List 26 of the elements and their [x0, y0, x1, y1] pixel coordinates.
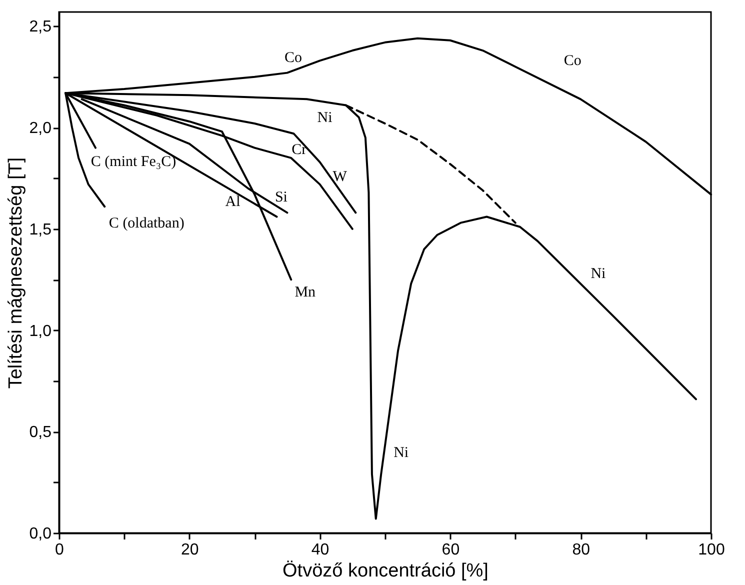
series-label: Cr [292, 142, 307, 158]
series-label: C (oldatban) [108, 216, 184, 232]
x-tick-label: 0 [55, 542, 64, 558]
x-tick-label: 80 [572, 542, 590, 558]
x-tick-label: 60 [442, 542, 460, 558]
text: Ni [590, 266, 606, 282]
x-tick-label: 40 [311, 542, 330, 558]
series-label: Al [225, 194, 240, 210]
x-axis-title: Ötvöző koncentráció [%] [282, 560, 488, 582]
series-label: C (mint Fe₃C) [90, 154, 176, 170]
x-tick-label: 20 [181, 542, 199, 558]
y-tick-label: 2,5 [29, 18, 52, 36]
text: Co [564, 53, 582, 70]
x-tick-label: 100 [698, 542, 725, 558]
y-tick-label: 2,0 [29, 120, 52, 138]
y-axis-title: Telítési mágnesezettség [T] [5, 157, 26, 389]
series-label: Si [274, 190, 288, 206]
series-label: Mn [294, 284, 316, 301]
y-tick-label: 1,5 [29, 221, 52, 238]
series-label: Co [284, 50, 302, 66]
y-tick-label: 0,5 [29, 424, 52, 442]
series-label: W [332, 169, 348, 186]
y-tick-label: 0,0 [29, 526, 52, 542]
series-label: Ni [317, 110, 332, 126]
text: Ni [394, 445, 409, 462]
y-tick-label: 1,0 [29, 322, 52, 340]
